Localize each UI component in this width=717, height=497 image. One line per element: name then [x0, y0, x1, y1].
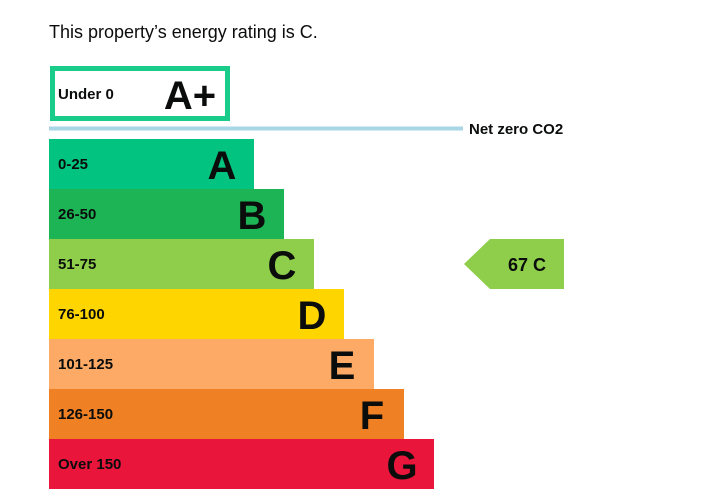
band-a-bar [49, 139, 254, 189]
current-rating-label: 67 C [508, 255, 546, 275]
band-b-letter: B [238, 194, 267, 238]
band-g-bar [49, 439, 434, 489]
band-e-letter: E [329, 344, 356, 388]
band-d-range: 76-100 [58, 306, 105, 323]
band-aplus-range: Under 0 [58, 86, 114, 103]
band-b-range: 26-50 [58, 206, 96, 223]
band-e-bar [49, 339, 374, 389]
band-c-range: 51-75 [58, 256, 96, 273]
current-rating-arrow [464, 239, 564, 289]
band-d-bar [49, 289, 344, 339]
band-e-range: 101-125 [58, 356, 113, 373]
band-c-bar [49, 239, 314, 289]
band-d-letter: D [298, 294, 327, 338]
band-c-letter: C [268, 244, 297, 288]
band-f-bar [49, 389, 404, 439]
energy-rating-summary: This property’s energy rating is C. [49, 22, 318, 42]
band-b-bar [49, 189, 284, 239]
band-a-letter: A [208, 144, 237, 188]
band-aplus-letter: A+ [164, 74, 216, 118]
band-aplus-box [50, 66, 230, 121]
band-f-range: 126-150 [58, 406, 113, 423]
net-zero-label: Net zero CO2 [469, 121, 563, 138]
band-a-range: 0-25 [58, 156, 88, 173]
band-g-letter: G [386, 444, 417, 488]
band-f-letter: F [360, 394, 384, 438]
band-g-range: Over 150 [58, 456, 121, 473]
